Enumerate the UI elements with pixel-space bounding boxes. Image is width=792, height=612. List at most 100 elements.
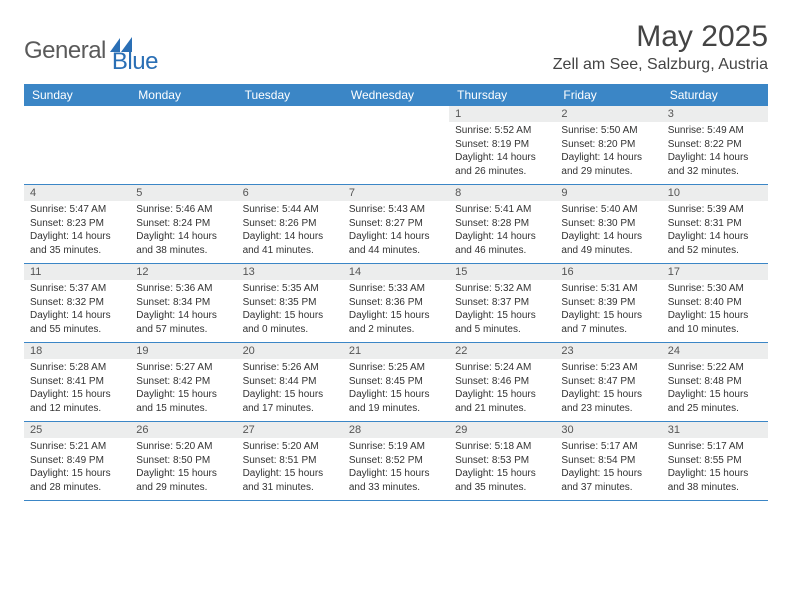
sunrise-line: Sunrise: 5:41 AM: [455, 203, 549, 217]
weekday-header: Friday: [555, 84, 661, 106]
day-number: 7: [343, 185, 449, 201]
sunset-line: Sunset: 8:36 PM: [349, 296, 443, 310]
sunrise-line: Sunrise: 5:40 AM: [561, 203, 655, 217]
day-number: 26: [130, 422, 236, 438]
sunrise-line: Sunrise: 5:31 AM: [561, 282, 655, 296]
sunset-line: Sunset: 8:44 PM: [243, 375, 337, 389]
page-header: General Blue May 2025 Zell am See, Salzb…: [24, 20, 768, 76]
day-details: Sunrise: 5:36 AMSunset: 8:34 PMDaylight:…: [130, 280, 236, 340]
calendar-grid: SundayMondayTuesdayWednesdayThursdayFrid…: [24, 84, 768, 501]
sunset-line: Sunset: 8:49 PM: [30, 454, 124, 468]
day-number: 22: [449, 343, 555, 359]
day-number: 18: [24, 343, 130, 359]
day-number: 4: [24, 185, 130, 201]
daylight-line: Daylight: 15 hours and 35 minutes.: [455, 467, 549, 494]
calendar-day-cell: 5Sunrise: 5:46 AMSunset: 8:24 PMDaylight…: [130, 185, 236, 263]
sunset-line: Sunset: 8:41 PM: [30, 375, 124, 389]
day-number: [237, 106, 343, 122]
sunset-line: Sunset: 8:50 PM: [136, 454, 230, 468]
calendar-day-cell: 30Sunrise: 5:17 AMSunset: 8:54 PMDayligh…: [555, 422, 661, 500]
day-number: 1: [449, 106, 555, 122]
day-details: Sunrise: 5:17 AMSunset: 8:55 PMDaylight:…: [662, 438, 768, 498]
day-number: [343, 106, 449, 122]
daylight-line: Daylight: 14 hours and 26 minutes.: [455, 151, 549, 178]
day-number: [24, 106, 130, 122]
calendar-day-cell: 4Sunrise: 5:47 AMSunset: 8:23 PMDaylight…: [24, 185, 130, 263]
calendar-day-cell: 15Sunrise: 5:32 AMSunset: 8:37 PMDayligh…: [449, 264, 555, 342]
daylight-line: Daylight: 15 hours and 38 minutes.: [668, 467, 762, 494]
sunset-line: Sunset: 8:35 PM: [243, 296, 337, 310]
sunrise-line: Sunrise: 5:37 AM: [30, 282, 124, 296]
weekday-header: Thursday: [449, 84, 555, 106]
day-details: Sunrise: 5:44 AMSunset: 8:26 PMDaylight:…: [237, 201, 343, 261]
sunrise-line: Sunrise: 5:33 AM: [349, 282, 443, 296]
sunrise-line: Sunrise: 5:46 AM: [136, 203, 230, 217]
daylight-line: Daylight: 14 hours and 44 minutes.: [349, 230, 443, 257]
daylight-line: Daylight: 15 hours and 19 minutes.: [349, 388, 443, 415]
sunset-line: Sunset: 8:42 PM: [136, 375, 230, 389]
sunset-line: Sunset: 8:51 PM: [243, 454, 337, 468]
day-details: Sunrise: 5:47 AMSunset: 8:23 PMDaylight:…: [24, 201, 130, 261]
day-number: 17: [662, 264, 768, 280]
day-number: 12: [130, 264, 236, 280]
day-number: 10: [662, 185, 768, 201]
calendar-day-cell: 28Sunrise: 5:19 AMSunset: 8:52 PMDayligh…: [343, 422, 449, 500]
sunset-line: Sunset: 8:30 PM: [561, 217, 655, 231]
location-text: Zell am See, Salzburg, Austria: [553, 56, 768, 74]
sunset-line: Sunset: 8:52 PM: [349, 454, 443, 468]
calendar-day-cell: 23Sunrise: 5:23 AMSunset: 8:47 PMDayligh…: [555, 343, 661, 421]
day-details: Sunrise: 5:35 AMSunset: 8:35 PMDaylight:…: [237, 280, 343, 340]
calendar-day-cell: 18 Sunrise: 5:28 AMSunset: 8:41 PMDayligh…: [24, 343, 130, 421]
sunrise-line: Sunrise: 5:17 AM: [561, 440, 655, 454]
weekday-header: Monday: [130, 84, 236, 106]
sunset-line: Sunset: 8:31 PM: [668, 217, 762, 231]
daylight-line: Daylight: 14 hours and 41 minutes.: [243, 230, 337, 257]
sunset-line: Sunset: 8:26 PM: [243, 217, 337, 231]
daylight-line: Daylight: 15 hours and 12 minutes.: [30, 388, 124, 415]
sunrise-line: Sunrise: 5:50 AM: [561, 124, 655, 138]
day-details: [24, 122, 130, 128]
sunrise-line: Sunrise: 5:19 AM: [349, 440, 443, 454]
daylight-line: Daylight: 15 hours and 7 minutes.: [561, 309, 655, 336]
sunset-line: Sunset: 8:19 PM: [455, 138, 549, 152]
day-number: 25: [24, 422, 130, 438]
day-details: Sunrise: 5:37 AMSunset: 8:32 PMDaylight:…: [24, 280, 130, 340]
sunrise-line: Sunrise: 5:28 AM: [30, 361, 124, 375]
day-details: Sunrise: 5:25 AMSunset: 8:45 PMDaylight:…: [343, 359, 449, 419]
calendar-day-cell: 6Sunrise: 5:44 AMSunset: 8:26 PMDaylight…: [237, 185, 343, 263]
day-number: [130, 106, 236, 122]
calendar-day-cell: 29Sunrise: 5:18 AMSunset: 8:53 PMDayligh…: [449, 422, 555, 500]
sunrise-line: Sunrise: 5:36 AM: [136, 282, 230, 296]
calendar-day-cell: 17Sunrise: 5:30 AMSunset: 8:40 PMDayligh…: [662, 264, 768, 342]
day-details: Sunrise: 5:50 AMSunset: 8:20 PMDaylight:…: [555, 122, 661, 182]
title-block: May 2025 Zell am See, Salzburg, Austria: [553, 20, 768, 74]
daylight-line: Daylight: 14 hours and 49 minutes.: [561, 230, 655, 257]
daylight-line: Daylight: 15 hours and 28 minutes.: [30, 467, 124, 494]
day-details: Sunrise: 5:43 AMSunset: 8:27 PMDaylight:…: [343, 201, 449, 261]
day-details: Sunrise: 5:49 AMSunset: 8:22 PMDaylight:…: [662, 122, 768, 182]
calendar-day-cell: 2Sunrise: 5:50 AMSunset: 8:20 PMDaylight…: [555, 106, 661, 184]
day-details: Sunrise: 5:52 AMSunset: 8:19 PMDaylight:…: [449, 122, 555, 182]
daylight-line: Daylight: 15 hours and 37 minutes.: [561, 467, 655, 494]
sunrise-line: Sunrise: 5:26 AM: [243, 361, 337, 375]
day-number: 29: [449, 422, 555, 438]
calendar-day-cell: 25Sunrise: 5:21 AMSunset: 8:49 PMDayligh…: [24, 422, 130, 500]
logo: General Blue: [24, 26, 158, 76]
daylight-line: Daylight: 15 hours and 15 minutes.: [136, 388, 230, 415]
calendar-page: General Blue May 2025 Zell am See, Salzb…: [0, 0, 792, 501]
day-details: Sunrise: 5:24 AMSunset: 8:46 PMDaylight:…: [449, 359, 555, 419]
sunset-line: Sunset: 8:46 PM: [455, 375, 549, 389]
sunrise-line: Sunrise: 5:43 AM: [349, 203, 443, 217]
day-details: Sunrise: 5:22 AMSunset: 8:48 PMDaylight:…: [662, 359, 768, 419]
sunset-line: Sunset: 8:32 PM: [30, 296, 124, 310]
day-number: 5: [130, 185, 236, 201]
calendar-day-cell: 10Sunrise: 5:39 AMSunset: 8:31 PMDayligh…: [662, 185, 768, 263]
calendar-week-row: 11Sunrise: 5:37 AMSunset: 8:32 PMDayligh…: [24, 264, 768, 343]
day-details: Sunrise: 5:26 AMSunset: 8:44 PMDaylight:…: [237, 359, 343, 419]
daylight-line: Daylight: 15 hours and 33 minutes.: [349, 467, 443, 494]
daylight-line: Daylight: 15 hours and 31 minutes.: [243, 467, 337, 494]
calendar-empty-cell: [237, 106, 343, 184]
day-number: 20: [237, 343, 343, 359]
day-details: Sunrise: 5:32 AMSunset: 8:37 PMDaylight:…: [449, 280, 555, 340]
sunrise-line: Sunrise: 5:44 AM: [243, 203, 337, 217]
